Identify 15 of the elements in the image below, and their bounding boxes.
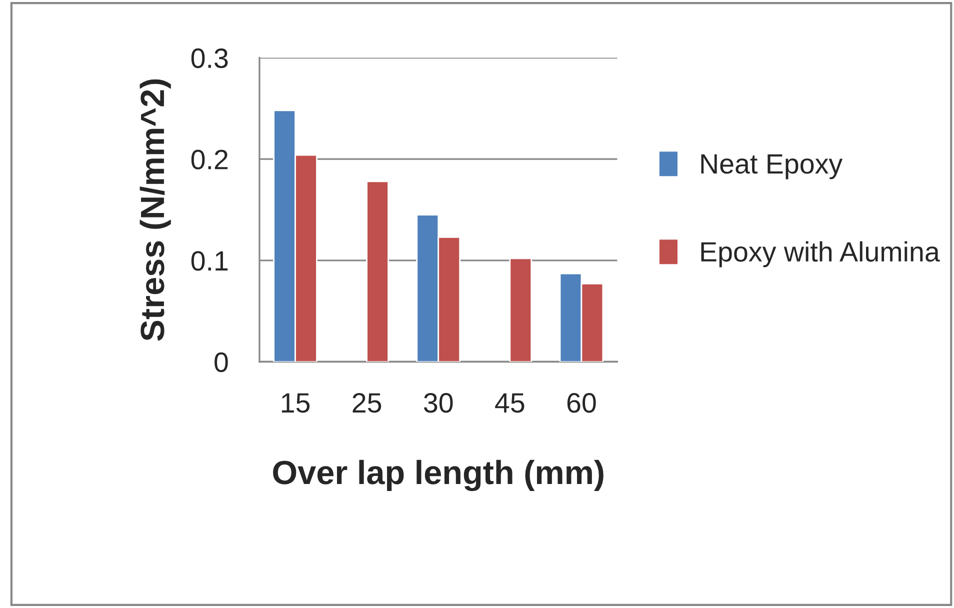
y-tick-label: 0.1 <box>191 251 228 271</box>
x-axis-title: Over lap length (mm) <box>273 460 604 492</box>
bar <box>366 180 389 362</box>
y-axis-title: Stress (N/mm^2) <box>140 79 171 341</box>
x-tick-label: 45 <box>495 393 524 413</box>
x-tick-label: 60 <box>567 393 596 413</box>
y-tick-label: 0 <box>214 352 228 372</box>
y-tick-label: 0.3 <box>191 48 228 68</box>
x-tick-label: 25 <box>352 393 382 413</box>
bar <box>509 258 532 362</box>
x-tick-label: 30 <box>424 393 453 413</box>
y-tick-label: 0.2 <box>191 150 228 170</box>
x-tick-label: 15 <box>282 393 310 413</box>
legend-label: Epoxy with Alumina <box>701 241 940 268</box>
legend-label: Neat Epoxy <box>701 154 843 180</box>
